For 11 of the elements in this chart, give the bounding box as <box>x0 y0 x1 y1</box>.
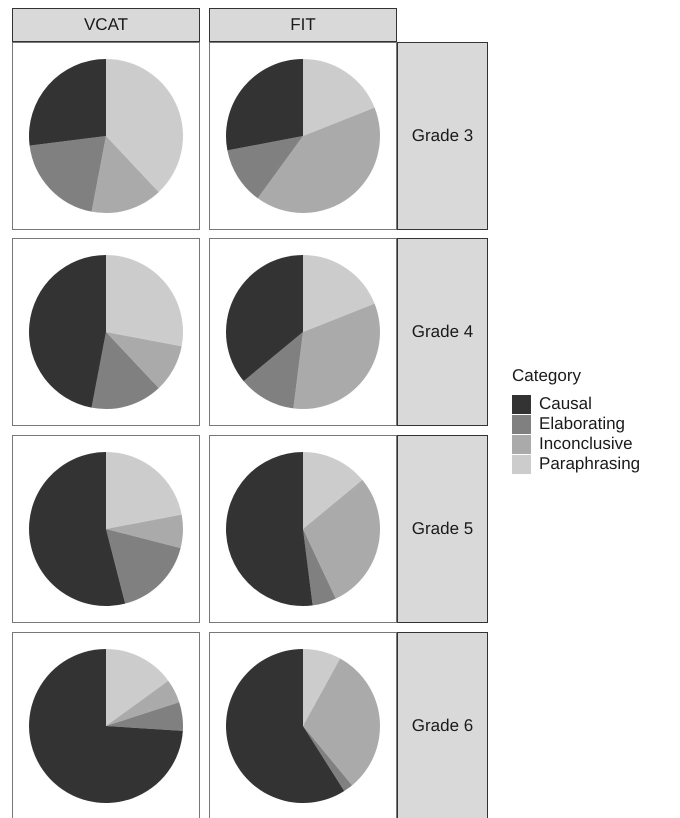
legend-label: Paraphrasing <box>539 454 640 474</box>
legend-title: Category <box>512 366 582 386</box>
legend-label: Inconclusive <box>539 434 633 454</box>
text: Grade 5 <box>397 435 488 623</box>
text: Grade 4 <box>397 238 488 426</box>
legend-label: Causal <box>539 394 592 414</box>
chart-title: VCAT <box>12 8 200 42</box>
text: Grade 3 <box>397 42 488 230</box>
text: Grade 6 <box>397 632 488 818</box>
chart-title: FIT <box>209 8 397 42</box>
legend-label: Elaborating <box>539 414 626 434</box>
